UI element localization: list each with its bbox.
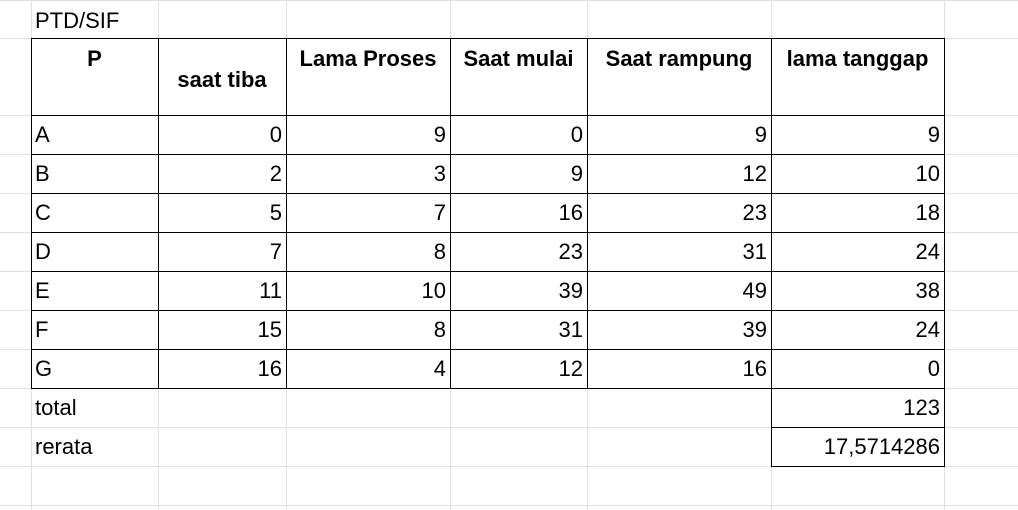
header-turnaround[interactable]: lama tanggap (786, 46, 929, 71)
cell-finish[interactable]: 9 (754, 121, 767, 147)
cell-arrival[interactable]: 5 (269, 199, 282, 225)
average-value[interactable]: 17,5714286 (823, 433, 940, 459)
cell-arrival[interactable]: 0 (269, 121, 282, 147)
cell-start[interactable]: 12 (558, 355, 583, 381)
cell-burst[interactable]: 9 (433, 121, 446, 147)
cell-turnaround[interactable]: 10 (915, 160, 940, 186)
cell-start[interactable]: 39 (558, 277, 583, 303)
cell-p[interactable]: B (35, 160, 50, 186)
cell-burst[interactable]: 7 (433, 199, 446, 225)
cell-finish[interactable]: 39 (742, 316, 767, 342)
cell-arrival[interactable]: 11 (259, 277, 282, 303)
cell-p[interactable]: F (35, 316, 49, 342)
cell-turnaround[interactable]: 24 (915, 316, 940, 342)
cell-arrival[interactable]: 7 (269, 238, 282, 264)
cell-arrival[interactable]: 2 (269, 160, 282, 186)
header-p[interactable]: P (87, 46, 102, 71)
cell-start[interactable]: 16 (558, 199, 583, 225)
cell-burst[interactable]: 4 (433, 355, 446, 381)
cell-turnaround[interactable]: 9 (927, 121, 940, 147)
cell-burst[interactable]: 8 (433, 316, 446, 342)
cell-finish[interactable]: 49 (742, 277, 767, 303)
total-label[interactable]: total (35, 394, 77, 420)
cell-arrival[interactable]: 16 (257, 355, 282, 381)
average-label[interactable]: rerata (35, 433, 93, 459)
cell-finish[interactable]: 16 (742, 355, 767, 381)
cell-p[interactable]: C (35, 199, 51, 225)
cell-burst[interactable]: 8 (433, 238, 446, 264)
cell-start[interactable]: 23 (558, 238, 583, 264)
cell-p[interactable]: G (35, 355, 53, 381)
header-burst[interactable]: Lama Proses (299, 46, 437, 71)
cell-burst[interactable]: 10 (421, 277, 446, 303)
cell-burst[interactable]: 3 (433, 160, 446, 186)
cell-arrival[interactable]: 15 (257, 316, 282, 342)
cell-turnaround[interactable]: 24 (915, 238, 940, 264)
cell-start[interactable]: 0 (570, 121, 583, 147)
header-start[interactable]: Saat mulai (463, 46, 574, 71)
sheet-title[interactable]: PTD/SIF (35, 8, 120, 33)
header-finish[interactable]: Saat rampung (605, 46, 753, 71)
total-value[interactable]: 123 (903, 394, 940, 420)
cell-p[interactable]: D (35, 238, 51, 264)
cell-finish[interactable]: 31 (742, 238, 767, 264)
cell-start[interactable]: 31 (558, 316, 583, 342)
cell-p[interactable]: E (35, 277, 50, 303)
cell-finish[interactable]: 23 (742, 199, 767, 225)
header-arrival[interactable]: saat tiba (177, 66, 267, 92)
cell-start[interactable]: 9 (570, 160, 583, 186)
cell-turnaround[interactable]: 0 (927, 355, 940, 381)
cell-turnaround[interactable]: 38 (915, 277, 940, 303)
cell-turnaround[interactable]: 18 (915, 199, 940, 225)
cell-p[interactable]: A (35, 121, 50, 147)
cell-finish[interactable]: 12 (742, 160, 767, 186)
